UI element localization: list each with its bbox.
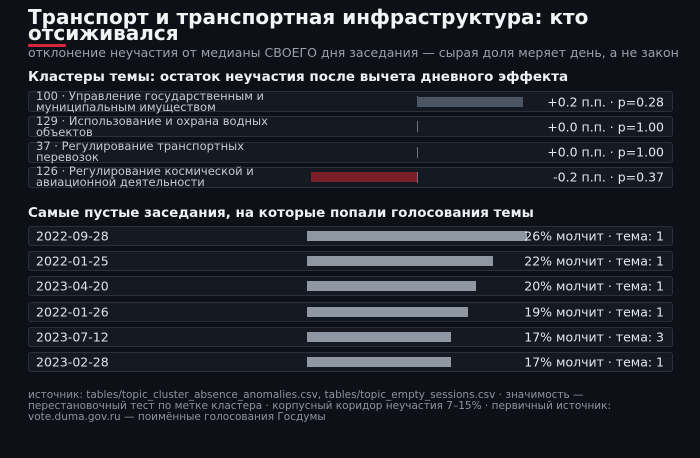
cluster-label: 126 · Регулирование космической и авиаци… <box>36 164 254 190</box>
cluster-value-label: +0.0 п.п. · p=1.00 <box>547 119 664 135</box>
session-date: 2023-02-28 <box>36 354 109 370</box>
session-value-label: 19% молчит · тема: 1 <box>524 304 664 320</box>
session-value-label: 17% молчит · тема: 1 <box>524 354 664 370</box>
footer-note: источник: tables/topic_cluster_absence_a… <box>28 389 612 423</box>
session-value-label: 17% молчит · тема: 3 <box>524 329 664 345</box>
cluster-label: 129 · Использование и охрана водных объе… <box>36 113 268 139</box>
session-bar <box>307 331 451 342</box>
session-row: 2023-04-20 20% молчит · тема: 1 <box>28 276 673 297</box>
cluster-bar <box>311 172 417 183</box>
session-date: 2022-09-28 <box>36 228 109 244</box>
cluster-row: 37 · Регулирование транспортных перевозо… <box>28 139 673 165</box>
session-date: 2022-01-25 <box>36 253 109 269</box>
cluster-bar <box>417 96 523 107</box>
cluster-row: 129 · Использование и охрана водных объе… <box>28 113 673 139</box>
session-date: 2023-04-20 <box>36 278 109 294</box>
cluster-value-label: +0.2 п.п. · p=0.28 <box>547 94 664 109</box>
session-bar <box>307 281 477 292</box>
zero-line <box>417 171 418 183</box>
session-date: 2022-01-26 <box>36 304 109 320</box>
session-row: 2023-02-28 17% молчит · тема: 1 <box>28 352 673 372</box>
zero-line <box>417 121 418 133</box>
session-bar <box>307 357 451 367</box>
cluster-label: 37 · Регулирование транспортных перевозо… <box>36 139 245 165</box>
zero-line <box>417 146 418 158</box>
session-value-label: 26% молчит · тема: 1 <box>524 228 664 244</box>
session-value-label: 20% молчит · тема: 1 <box>524 278 664 294</box>
session-bar <box>307 256 494 267</box>
session-date: 2023-07-12 <box>36 329 109 345</box>
session-bar <box>307 306 468 317</box>
page-title: Транспорт и транспортная инфраструктура:… <box>28 5 589 45</box>
session-row: 2022-01-26 19% молчит · тема: 1 <box>28 301 673 322</box>
cluster-row: 100 · Управление государственным и муниц… <box>28 88 673 114</box>
page-subtitle: отклонение неучастия от медианы СВОЕГО д… <box>28 45 679 60</box>
clusters-section-title: Кластеры темы: остаток неучастия после в… <box>28 69 569 85</box>
title-accent-line <box>28 44 66 47</box>
session-row: 2022-09-28 26% молчит · тема: 1 <box>28 226 673 246</box>
session-bar <box>307 231 527 241</box>
cluster-label: 100 · Управление государственным и муниц… <box>36 88 265 114</box>
sessions-section-title: Самые пустые заседания, на которые попал… <box>28 205 534 221</box>
cluster-value-label: +0.0 п.п. · p=1.00 <box>547 144 664 160</box>
cluster-row: 126 · Регулирование космической и авиаци… <box>28 164 673 190</box>
session-row: 2022-01-25 22% молчит · тема: 1 <box>28 251 673 272</box>
session-value-label: 22% молчит · тема: 1 <box>524 253 664 269</box>
cluster-value-label: -0.2 п.п. · p=0.37 <box>553 169 664 185</box>
session-row: 2023-07-12 17% молчит · тема: 3 <box>28 326 673 347</box>
